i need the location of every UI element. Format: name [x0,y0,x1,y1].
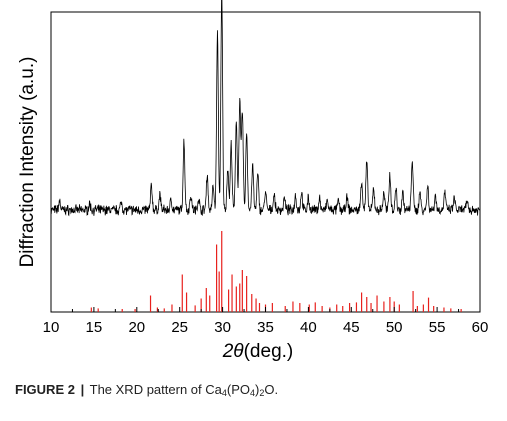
x-tick-label: 30 [214,319,231,336]
caption-separator: | [80,382,85,397]
x-tick-label: 45 [343,319,360,336]
x-axis-label-symbol: 2θ [222,341,245,362]
caption-label: FIGURE 2 [15,382,75,397]
x-tick-label: 35 [257,319,274,336]
y-axis-label: Diffraction Intensity (a.u.) [17,57,38,268]
x-tick-label: 15 [86,319,103,336]
x-tick-label: 20 [128,319,145,336]
caption-sub-1: 4 [221,388,227,398]
caption-sub-3: 2 [259,388,265,398]
caption-text-after: O. [264,382,279,397]
xrd-chart: 10 15 20 25 30 35 40 45 50 55 60 Diffraction Inten… [17,0,489,362]
plot-frame [50,11,481,313]
x-tick-label: 55 [429,319,446,336]
x-tick-label: 10 [43,319,60,336]
x-axis-ticks: 10 15 20 25 30 35 40 45 50 55 60 [43,307,489,336]
x-axis-label-unit: (deg.) [244,341,294,362]
x-tick-label: 60 [472,319,489,336]
caption-sub-2: 4 [250,388,256,398]
figure-caption: FIGURE 2 | The XRD pattern of Ca4(PO4)2O… [15,382,495,398]
caption-text-mid: (PO [226,382,250,397]
x-tick-label: 40 [300,319,317,336]
x-tick-label: 50 [386,319,403,336]
caption-text-mid2: ) [255,382,260,397]
measured-xrd-pattern [50,0,481,217]
x-tick-label: 25 [171,319,188,336]
caption-text-before: The XRD pattern of Ca [89,382,222,397]
reference-stick-pattern [90,231,462,312]
x-axis-label: 2θ(deg.) [222,341,294,362]
